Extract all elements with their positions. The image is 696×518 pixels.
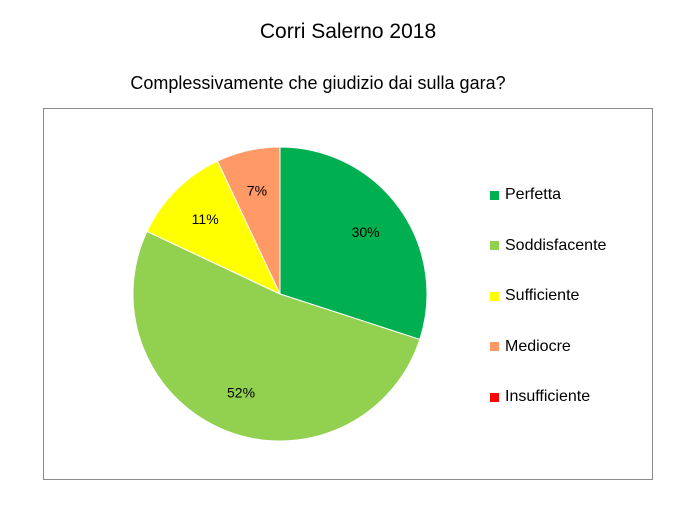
legend-item-soddisfacente: Soddisfacente	[490, 221, 606, 272]
pie-slice-mediocre	[216, 146, 281, 295]
legend-swatch-mediocre	[490, 342, 499, 352]
data-label-perfetta: 30%	[352, 224, 380, 240]
data-label-sufficiente: 11%	[192, 211, 219, 227]
chart-title: Corri Salerno 2018	[259, 20, 437, 43]
legend-swatch-insufficiente	[490, 392, 499, 402]
legend-item-perfetta: Perfetta	[490, 170, 606, 221]
pie-slice-sufficiente	[146, 160, 282, 296]
legend-item-sufficiente: Sufficiente	[490, 271, 606, 322]
legend: Perfetta Soddisfacente Sufficiente Mediocre…	[490, 170, 606, 423]
legend-item-insufficiente: Insufficiente	[490, 372, 606, 423]
chart-area	[43, 108, 653, 480]
legend-item-mediocre: Mediocre	[490, 322, 606, 373]
legend-label-mediocre: Mediocre	[505, 337, 571, 355]
pie-slice-perfetta	[279, 146, 428, 341]
legend-swatch-sufficiente	[490, 291, 499, 301]
legend-swatch-perfetta	[490, 190, 499, 200]
legend-label-perfetta: Perfetta	[505, 186, 562, 204]
legend-label-sufficiente: Sufficiente	[505, 287, 580, 305]
legend-label-soddisfacente: Soddisfacente	[505, 236, 607, 254]
chart-subtitle: Complessivamente che giudizio dai sulla …	[130, 73, 506, 93]
legend-swatch-soddisfacente	[490, 241, 499, 251]
data-label-mediocre: 7%	[247, 183, 267, 199]
pie-slice-soddisfacente	[132, 230, 421, 442]
legend-label-insufficiente: Insufficiente	[505, 388, 591, 406]
data-label-soddisfacente: 52%	[227, 384, 255, 400]
